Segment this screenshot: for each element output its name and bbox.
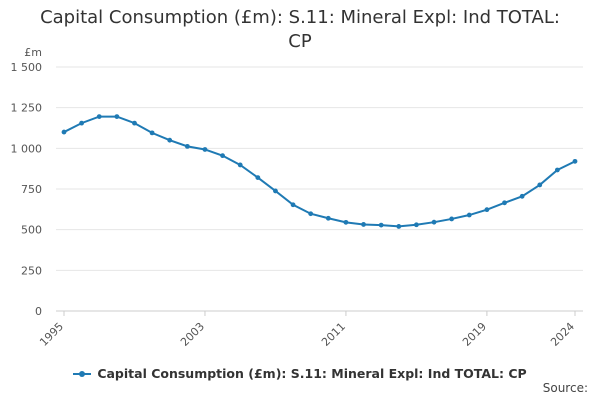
data-point[interactable] <box>396 224 402 229</box>
data-point[interactable] <box>484 207 490 213</box>
data-point[interactable] <box>572 158 578 164</box>
data-point[interactable] <box>308 211 314 217</box>
y-tick-label: 1 000 <box>11 142 43 155</box>
data-point[interactable] <box>184 143 190 149</box>
y-tick-label: 500 <box>21 224 42 237</box>
y-tick-label: 0 <box>35 305 42 318</box>
y-axis: 0 250 500 750 1 000 1 250 1 500 <box>11 61 43 318</box>
data-point[interactable] <box>414 222 419 228</box>
data-point[interactable] <box>537 182 543 188</box>
legend-label[interactable]: Capital Consumption (£m): S.11: Mineral … <box>97 366 527 381</box>
chart-title-line-2: CP <box>288 31 312 52</box>
legend[interactable]: Capital Consumption (£m): S.11: Mineral … <box>0 366 600 382</box>
data-point[interactable] <box>449 216 455 222</box>
data-point[interactable] <box>167 137 173 143</box>
y-tick-label: 1 500 <box>11 61 43 74</box>
data-point[interactable] <box>466 212 472 218</box>
data-point[interactable] <box>237 162 243 168</box>
data-point[interactable] <box>378 222 384 228</box>
x-tick-label: 2011 <box>319 320 348 349</box>
legend-line-marker-icon <box>73 369 92 379</box>
x-tick-label: 2024 <box>548 320 577 349</box>
y-tick-label: 1 250 <box>11 102 43 115</box>
chart-title: Capital Consumption (£m): S.11: Mineral … <box>0 6 600 54</box>
data-point[interactable] <box>431 219 437 225</box>
data-point[interactable] <box>61 129 67 135</box>
y-axis-label: £m <box>24 46 42 59</box>
data-point[interactable] <box>114 114 120 120</box>
x-axis: 1995 2003 2011 2019 2024 <box>37 310 583 349</box>
series-line <box>63 115 576 228</box>
x-tick-label: 2019 <box>460 320 489 349</box>
data-point[interactable] <box>325 215 331 221</box>
data-point[interactable] <box>149 130 155 136</box>
data-point[interactable] <box>502 200 507 206</box>
data-point[interactable] <box>343 219 349 225</box>
data-point[interactable] <box>132 120 137 126</box>
data-point[interactable] <box>519 193 525 199</box>
data-point[interactable] <box>290 202 296 208</box>
y-tick-label: 250 <box>21 264 42 277</box>
data-point[interactable] <box>79 120 85 126</box>
data-point[interactable] <box>220 153 225 159</box>
data-point[interactable] <box>96 114 102 120</box>
series-points <box>61 114 578 229</box>
data-point[interactable] <box>255 175 261 181</box>
x-tick-label: 2003 <box>178 320 207 349</box>
data-point[interactable] <box>202 147 208 152</box>
data-point[interactable] <box>554 167 560 173</box>
data-point[interactable] <box>361 222 366 227</box>
x-tick-label: 1995 <box>37 320 66 349</box>
gridlines <box>56 66 583 312</box>
source-label: Source: <box>542 381 588 395</box>
chart-title-line-1: Capital Consumption (£m): S.11: Mineral … <box>40 7 560 28</box>
y-tick-label: 750 <box>21 183 42 196</box>
data-point[interactable] <box>273 188 278 194</box>
